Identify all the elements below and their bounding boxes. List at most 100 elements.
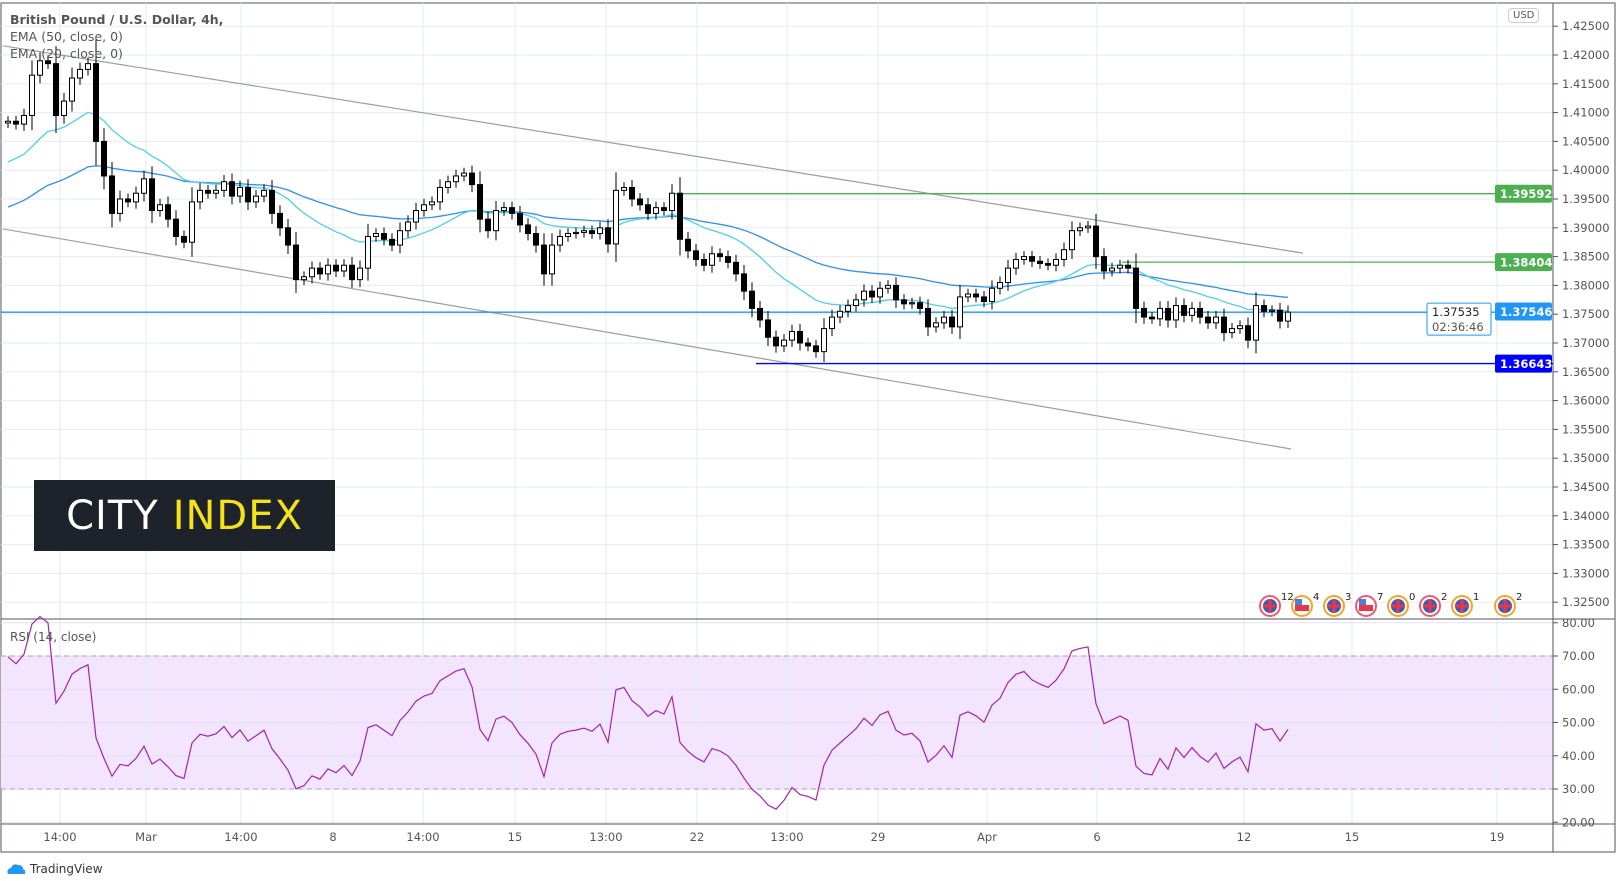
candle-body	[189, 201, 195, 243]
last-price-label: 1.37535	[1432, 305, 1480, 319]
candle-body	[405, 221, 411, 232]
candle	[445, 175, 451, 194]
candle-body	[589, 230, 595, 235]
candle-body	[125, 198, 131, 203]
candle	[453, 169, 459, 188]
candle-body	[1021, 256, 1027, 260]
event-marker-us[interactable]: 4	[1291, 592, 1319, 617]
candle	[765, 311, 771, 347]
candle-body	[397, 230, 403, 246]
event-marker-uk[interactable]: 3	[1323, 592, 1351, 617]
candle-body	[109, 175, 115, 214]
ema50-legend[interactable]: EMA (50, close, 0)	[10, 29, 123, 44]
candle	[941, 311, 947, 329]
candle	[1061, 242, 1067, 267]
candle	[501, 202, 507, 216]
tradingview-brand[interactable]: TradingView	[6, 862, 103, 876]
candle	[181, 230, 187, 249]
candle	[37, 52, 43, 84]
candle	[237, 180, 243, 203]
candle-body	[837, 310, 843, 318]
candle-body	[989, 287, 995, 303]
candle-body	[261, 189, 267, 197]
candle	[1205, 311, 1211, 329]
candle	[197, 182, 203, 210]
event-marker-uk[interactable]: 2	[1494, 592, 1522, 617]
candle	[1005, 259, 1011, 291]
candle	[477, 171, 483, 233]
candle-body	[725, 256, 731, 263]
candle	[269, 179, 275, 224]
level-badge	[1495, 253, 1552, 272]
event-count: 3	[1345, 592, 1351, 603]
level-badge	[1495, 184, 1552, 203]
candle	[789, 324, 795, 347]
candle-body	[77, 68, 83, 79]
candle-body	[629, 186, 635, 200]
time-tick-label: 14:00	[406, 830, 439, 844]
candle	[949, 310, 955, 334]
candle	[509, 201, 515, 220]
candle-body	[997, 282, 1003, 289]
event-marker-us[interactable]: 7	[1355, 592, 1383, 617]
candle	[493, 200, 499, 241]
candle	[1133, 253, 1139, 324]
price-tick-label: 1.42500	[1562, 19, 1610, 33]
candle-body	[309, 267, 315, 278]
event-marker-uk[interactable]: 2	[1419, 592, 1447, 617]
candle	[701, 253, 707, 272]
candle	[45, 55, 51, 69]
candle	[141, 170, 147, 202]
candle-body	[733, 261, 739, 275]
candle	[661, 202, 667, 216]
channel-lower-line	[2, 228, 1292, 450]
price-tick-label: 1.37000	[1562, 336, 1610, 350]
candle-body	[845, 305, 851, 312]
candle-body	[1029, 256, 1035, 262]
candle-body	[533, 233, 539, 246]
rsi-legend[interactable]: RSI (14, close)	[10, 630, 97, 644]
candle	[965, 288, 971, 303]
ema20-legend[interactable]: EMA (20, close, 0)	[10, 46, 123, 61]
tradingview-cloud-icon	[7, 864, 26, 874]
rsi-tick-label: 80.00	[1562, 616, 1595, 630]
candle	[717, 248, 723, 262]
rsi-tick-label: 20.00	[1562, 815, 1595, 829]
candle	[1117, 259, 1123, 274]
candle-body	[1101, 256, 1107, 272]
candle	[581, 225, 587, 238]
rsi-tick-label: 60.00	[1562, 682, 1595, 696]
event-marker-uk[interactable]: 1	[1451, 592, 1479, 617]
candle	[469, 165, 475, 193]
candle	[837, 305, 843, 324]
candle	[341, 259, 347, 278]
candle	[101, 128, 107, 190]
candle	[645, 197, 651, 221]
event-marker-uk[interactable]: 0	[1387, 592, 1415, 617]
candle-body	[685, 238, 691, 252]
candle-body	[789, 330, 795, 341]
candle-body	[597, 227, 603, 235]
candle	[373, 228, 379, 242]
candle	[1077, 222, 1083, 237]
us-flag-icon	[1359, 605, 1373, 611]
level-badge	[1495, 354, 1552, 373]
candle-body	[749, 290, 755, 309]
candle-body	[37, 60, 43, 76]
candle	[1125, 259, 1131, 274]
event-marker-uk[interactable]: 12	[1259, 592, 1294, 617]
candle	[685, 231, 691, 259]
time-tick-label: 6	[1093, 830, 1100, 844]
candle	[901, 294, 907, 310]
candle	[1101, 248, 1107, 280]
candle	[1149, 312, 1155, 324]
price-tick-label: 1.36500	[1562, 365, 1610, 379]
candle	[21, 108, 27, 131]
candle	[1085, 221, 1091, 233]
candle-body	[21, 114, 27, 125]
candle	[389, 233, 395, 252]
candle-body	[557, 235, 563, 246]
currency-badge[interactable]: USD	[1508, 8, 1540, 23]
candle	[397, 222, 403, 254]
